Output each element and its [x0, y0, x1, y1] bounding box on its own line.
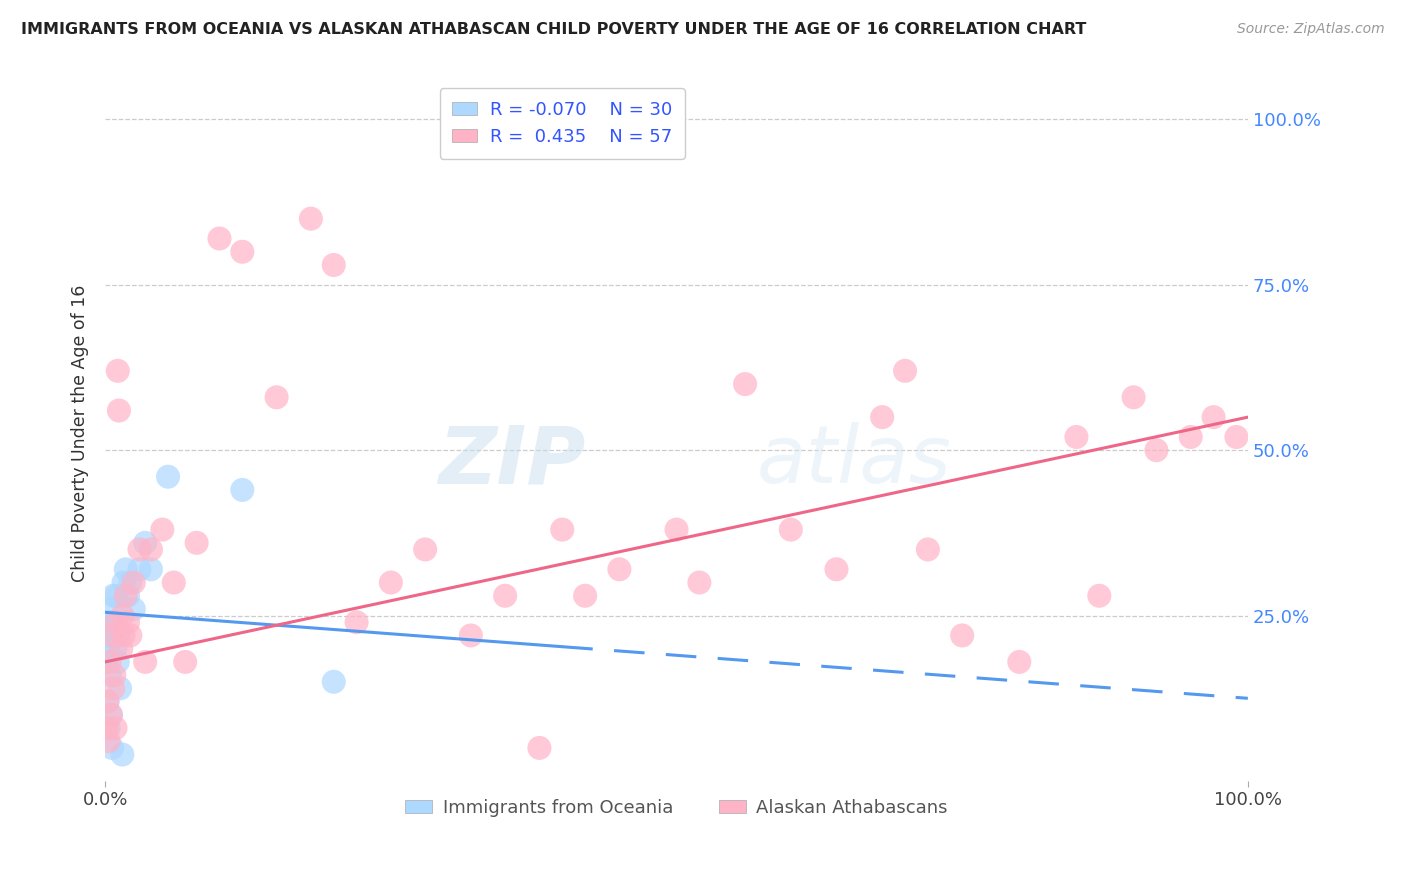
Point [98, 668, 121, 682]
Point [96, 641, 118, 656]
Point [266, 390, 288, 404]
Point [157, 469, 180, 483]
Point [110, 641, 132, 656]
Point [98, 615, 121, 630]
Text: Source: ZipAtlas.com: Source: ZipAtlas.com [1237, 22, 1385, 37]
Point [139, 542, 162, 557]
Point [134, 536, 156, 550]
Point [107, 364, 129, 378]
Point [117, 615, 139, 630]
Point [1225, 430, 1247, 444]
Point [322, 258, 344, 272]
Point [688, 575, 710, 590]
Point [779, 523, 801, 537]
Point [574, 589, 596, 603]
Point [122, 602, 145, 616]
Point [134, 655, 156, 669]
Point [111, 608, 134, 623]
Point [104, 641, 127, 656]
Point [96, 695, 118, 709]
Point [551, 523, 574, 537]
Point [104, 721, 127, 735]
Point [101, 628, 124, 642]
Point [734, 377, 756, 392]
Point [950, 628, 973, 642]
Point [108, 403, 131, 417]
Point [97, 721, 120, 735]
Point [101, 740, 124, 755]
Point [128, 562, 150, 576]
Point [100, 707, 122, 722]
Point [609, 562, 631, 576]
Point [100, 602, 122, 616]
Point [103, 589, 125, 603]
Point [346, 615, 368, 630]
Point [128, 542, 150, 557]
Point [299, 211, 322, 226]
Point [1088, 589, 1111, 603]
Point [186, 536, 208, 550]
Point [108, 681, 131, 696]
Point [108, 628, 131, 642]
Point [529, 740, 551, 755]
Point [114, 589, 136, 603]
Point [1202, 410, 1225, 425]
Point [208, 231, 231, 245]
Point [97, 734, 120, 748]
Point [1144, 443, 1167, 458]
Point [1066, 430, 1088, 444]
Point [96, 655, 118, 669]
Point [111, 747, 134, 762]
Point [96, 721, 118, 735]
Point [96, 695, 118, 709]
Point [103, 668, 125, 682]
Point [231, 483, 253, 497]
Point [917, 542, 939, 557]
Point [894, 364, 917, 378]
Y-axis label: Child Poverty Under the Age of 16: Child Poverty Under the Age of 16 [72, 285, 89, 582]
Point [665, 523, 688, 537]
Text: IMMIGRANTS FROM OCEANIA VS ALASKAN ATHABASCAN CHILD POVERTY UNDER THE AGE OF 16 : IMMIGRANTS FROM OCEANIA VS ALASKAN ATHAB… [21, 22, 1087, 37]
Point [870, 410, 893, 425]
Point [163, 575, 186, 590]
Point [112, 575, 135, 590]
Point [100, 707, 122, 722]
Point [112, 628, 135, 642]
Point [150, 523, 173, 537]
Point [1180, 430, 1202, 444]
Point [105, 615, 128, 630]
Point [105, 589, 128, 603]
Text: atlas: atlas [756, 423, 952, 500]
Point [122, 575, 145, 590]
Point [103, 615, 125, 630]
Point [1122, 390, 1144, 404]
Point [114, 562, 136, 576]
Point [825, 562, 848, 576]
Point [98, 655, 121, 669]
Point [322, 674, 344, 689]
Point [101, 628, 124, 642]
Point [380, 575, 402, 590]
Point [97, 628, 120, 642]
Point [120, 628, 142, 642]
Legend: Immigrants from Oceania, Alaskan Athabascans: Immigrants from Oceania, Alaskan Athabas… [398, 791, 955, 824]
Point [1008, 655, 1031, 669]
Point [494, 589, 516, 603]
Point [103, 681, 125, 696]
Point [139, 562, 162, 576]
Point [117, 589, 139, 603]
Point [231, 244, 253, 259]
Point [460, 628, 482, 642]
Point [107, 655, 129, 669]
Point [174, 655, 197, 669]
Text: ZIP: ZIP [437, 423, 585, 500]
Point [120, 575, 142, 590]
Point [413, 542, 436, 557]
